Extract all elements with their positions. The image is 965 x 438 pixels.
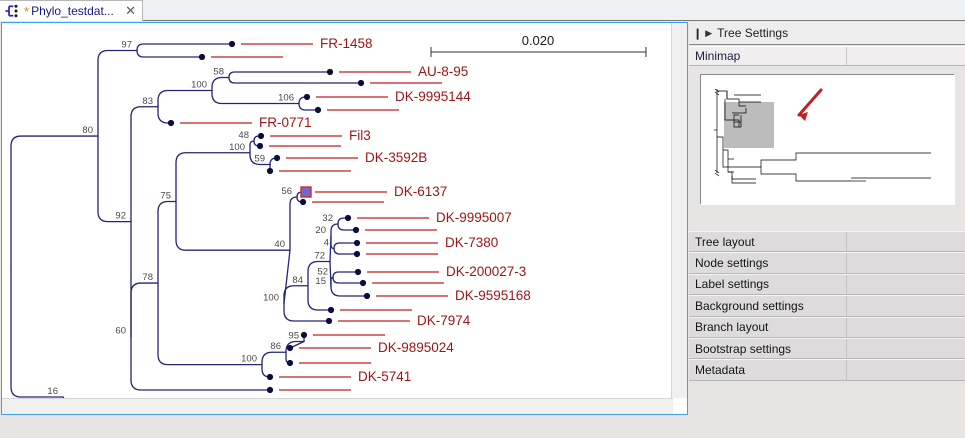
svg-text:100: 100 <box>229 142 245 153</box>
svg-text:92: 92 <box>115 211 126 222</box>
svg-text:100: 100 <box>191 80 207 91</box>
svg-text:DK-9995144: DK-9995144 <box>395 89 471 104</box>
svg-text:DK-9895024: DK-9895024 <box>378 340 454 355</box>
svg-text:97: 97 <box>121 40 132 51</box>
svg-text:Fil3: Fil3 <box>349 128 371 143</box>
svg-text:AU-8-95: AU-8-95 <box>418 64 468 79</box>
svg-text:20: 20 <box>315 225 326 236</box>
svg-text:DK-6137: DK-6137 <box>394 184 447 199</box>
svg-text:FR-1458: FR-1458 <box>320 36 373 51</box>
svg-text:DK-5741: DK-5741 <box>358 369 411 384</box>
svg-text:DK-3592B: DK-3592B <box>365 150 427 165</box>
svg-text:100: 100 <box>263 292 279 303</box>
svg-text:86: 86 <box>270 341 281 352</box>
svg-text:80: 80 <box>82 125 93 136</box>
svg-text:FR-0771: FR-0771 <box>259 115 312 130</box>
svg-text:72: 72 <box>314 251 325 262</box>
svg-text:83: 83 <box>142 96 153 107</box>
svg-text:DK-9595168: DK-9595168 <box>455 288 531 303</box>
svg-text:DK-200027-3: DK-200027-3 <box>446 264 526 279</box>
svg-text:78: 78 <box>142 272 153 283</box>
svg-text:DK-7380: DK-7380 <box>445 235 498 250</box>
svg-text:56: 56 <box>281 186 292 197</box>
svg-text:DK-9995007: DK-9995007 <box>436 210 512 225</box>
svg-text:84: 84 <box>292 275 303 286</box>
svg-text:0.020: 0.020 <box>522 33 555 48</box>
svg-text:40: 40 <box>274 239 285 250</box>
svg-text:75: 75 <box>160 191 171 202</box>
svg-text:106: 106 <box>278 93 294 104</box>
svg-text:52: 52 <box>317 267 328 278</box>
svg-text:16: 16 <box>47 386 58 397</box>
svg-text:59: 59 <box>254 154 265 165</box>
svg-text:95: 95 <box>288 331 299 342</box>
svg-text:58: 58 <box>213 67 224 78</box>
svg-text:60: 60 <box>115 326 126 337</box>
svg-text:100: 100 <box>241 354 257 365</box>
svg-text:48: 48 <box>238 130 249 141</box>
svg-text:DK-7974: DK-7974 <box>417 313 471 328</box>
svg-text:4: 4 <box>324 238 329 249</box>
svg-text:32: 32 <box>322 213 333 224</box>
